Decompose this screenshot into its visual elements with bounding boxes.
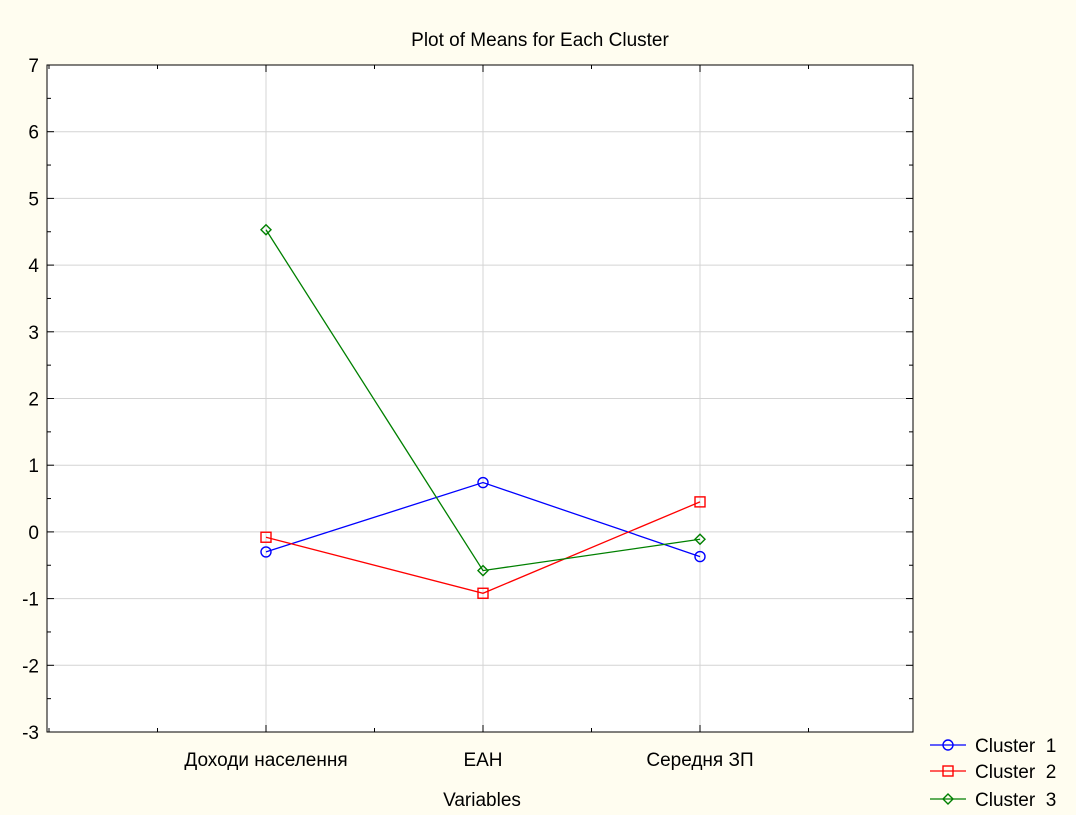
data-point-cluster-2 bbox=[477, 587, 489, 599]
grid-lines bbox=[47, 65, 913, 732]
x-tick-label: Доходи населення bbox=[184, 750, 347, 771]
axes: -3 -2 -1 0 1 2 3 4 5 6 7 Доходи населення ЕАН Середня… bbox=[22, 56, 913, 771]
y-tick-label: -3 bbox=[22, 723, 39, 744]
plot-frame bbox=[46, 64, 914, 733]
series-line-cluster-2 bbox=[265, 501, 701, 594]
legend-label-cluster-1: Cluster 1 bbox=[975, 736, 1056, 757]
data-point-cluster-1 bbox=[694, 550, 706, 563]
data-point-cluster-2 bbox=[260, 531, 272, 543]
data-point-cluster-3 bbox=[260, 223, 272, 236]
legend: Cluster 1 Cluster 2 Cluster 3 bbox=[930, 736, 1056, 811]
y-tick-label: 5 bbox=[28, 189, 39, 210]
y-tick-label: -1 bbox=[22, 590, 39, 611]
y-tick-label: 4 bbox=[28, 256, 39, 277]
x-tick-label: ЕАН bbox=[463, 750, 502, 771]
x-axis-label: Variables bbox=[443, 790, 521, 811]
chart-title: Plot of Means for Each Cluster bbox=[411, 30, 669, 51]
y-tick-label: 6 bbox=[28, 123, 39, 144]
y-tick-label: 1 bbox=[28, 456, 39, 477]
series-lines bbox=[260, 223, 706, 599]
legend-label-cluster-2: Cluster 2 bbox=[975, 762, 1056, 783]
legend-marker-cluster-1 bbox=[942, 739, 954, 751]
y-tick-label: -2 bbox=[22, 656, 39, 677]
data-point-cluster-1 bbox=[477, 476, 489, 489]
legend-label-cluster-3: Cluster 3 bbox=[975, 790, 1056, 811]
y-tick-label: 2 bbox=[28, 390, 39, 411]
data-point-cluster-2 bbox=[694, 496, 706, 508]
y-tick-label: 7 bbox=[28, 56, 39, 77]
y-tick-label: 3 bbox=[28, 323, 39, 344]
legend-marker-cluster-3 bbox=[942, 793, 954, 805]
x-tick-label: Середня ЗП bbox=[646, 750, 753, 771]
data-point-cluster-3 bbox=[477, 564, 489, 577]
data-point-cluster-1 bbox=[260, 546, 272, 558]
data-point-cluster-3 bbox=[694, 533, 706, 546]
legend-marker-cluster-2 bbox=[942, 765, 954, 777]
series-line-cluster-3 bbox=[265, 229, 701, 572]
y-tick-label: 0 bbox=[28, 523, 39, 544]
